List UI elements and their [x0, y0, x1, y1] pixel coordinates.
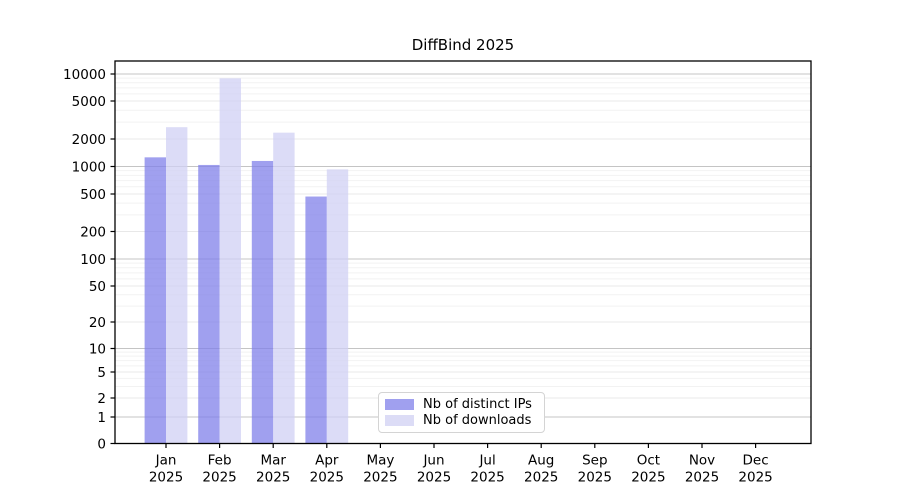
- bar-downloads-mar: [273, 132, 295, 444]
- y-tick-label: 1: [97, 410, 106, 426]
- bar-ips-jan: [144, 157, 166, 444]
- bar-ips-apr: [305, 196, 327, 444]
- x-tick-label-year: 2025: [417, 470, 451, 486]
- bar-downloads-jan: [166, 127, 188, 444]
- x-tick-label-month: Jan: [155, 453, 177, 469]
- x-tick-label-month: Mar: [260, 453, 286, 469]
- bar-downloads-apr: [326, 169, 349, 444]
- x-tick-label-year: 2025: [256, 470, 290, 486]
- x-tick-label-year: 2025: [310, 470, 344, 486]
- legend-item-distinct-ips: Nb of distinct IPs: [385, 397, 536, 413]
- x-tick-label-year: 2025: [524, 470, 558, 486]
- y-tick-label: 5: [97, 365, 106, 381]
- x-tick-label-month: Nov: [689, 453, 715, 469]
- x-tick-label-year: 2025: [149, 470, 183, 486]
- x-tick-label-year: 2025: [363, 470, 397, 486]
- legend-swatch-downloads: [385, 414, 414, 426]
- x-tick-label-month: Aug: [528, 453, 554, 469]
- bar-ips-feb: [198, 164, 220, 444]
- x-tick-label-month: Apr: [315, 453, 339, 469]
- x-tick-label-year: 2025: [202, 470, 236, 486]
- chart-title: DiffBind 2025: [411, 36, 515, 54]
- x-tick-label-year: 2025: [685, 470, 719, 486]
- legend-swatch-distinct-ips: [385, 399, 414, 411]
- y-tick-label: 20: [89, 315, 106, 331]
- x-tick-label-month: Jun: [422, 453, 444, 469]
- bar-ips-mar: [251, 160, 274, 444]
- x-tick-label-year: 2025: [738, 470, 772, 486]
- y-tick-label: 2: [97, 391, 106, 407]
- x-tick-label-month: Dec: [743, 453, 769, 469]
- legend-item-downloads: Nb of downloads: [385, 413, 536, 429]
- y-tick-label: 100: [80, 252, 106, 268]
- y-tick-label: 5000: [72, 94, 106, 110]
- x-tick-label-year: 2025: [578, 470, 612, 486]
- x-tick-label-month: Feb: [208, 453, 232, 469]
- x-tick-label-month: Sep: [582, 453, 607, 469]
- x-tick-label-month: Oct: [637, 453, 660, 469]
- legend-label-downloads: Nb of downloads: [423, 412, 532, 428]
- legend-label-distinct-ips: Nb of distinct IPs: [423, 397, 532, 413]
- x-tick-label-year: 2025: [631, 470, 665, 486]
- y-tick-label: 0: [97, 436, 106, 452]
- y-tick-label: 50: [89, 279, 106, 295]
- y-tick-label: 10: [89, 341, 106, 357]
- y-tick-label: 10000: [63, 67, 106, 83]
- plot-border: [114, 60, 812, 445]
- legend: Nb of distinct IPs Nb of downloads: [378, 392, 545, 433]
- bar-downloads-feb: [219, 78, 241, 444]
- y-tick-label: 200: [80, 224, 106, 240]
- y-tick-label: 2000: [72, 132, 106, 148]
- x-tick-label-month: May: [366, 453, 394, 469]
- x-tick-label-month: Jul: [478, 453, 495, 469]
- y-tick-label: 1000: [72, 159, 106, 175]
- x-tick-label-year: 2025: [470, 470, 504, 486]
- y-tick-label: 500: [80, 187, 106, 203]
